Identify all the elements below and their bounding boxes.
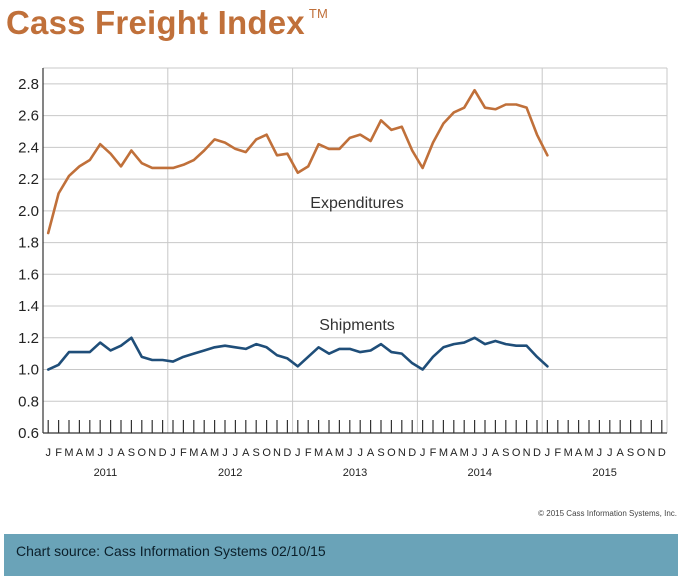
trademark-mark: TM xyxy=(308,6,329,21)
source-note: Chart source: Cass Information Systems 0… xyxy=(16,543,326,559)
month-label: J xyxy=(222,447,228,459)
month-label: D xyxy=(408,447,416,459)
month-label: M xyxy=(460,447,469,459)
y-tick-label: 2.0 xyxy=(18,203,39,220)
month-label: A xyxy=(450,447,458,459)
axis-layer xyxy=(42,68,667,434)
month-label: N xyxy=(647,447,655,459)
series-label-expenditures: Expenditures xyxy=(310,195,403,212)
month-label: N xyxy=(148,447,156,459)
year-label: 2014 xyxy=(468,467,492,479)
source-banner: Chart source: Cass Information Systems 0… xyxy=(4,534,678,576)
month-label: N xyxy=(273,447,281,459)
freight-index-chart: 0.60.81.01.21.41.61.82.02.22.42.62.8J F M A… xyxy=(18,67,668,479)
month-label: N xyxy=(398,447,406,459)
y-tick-label: 2.6 xyxy=(18,108,39,125)
month-label: A xyxy=(617,447,625,459)
y-tick-label: 2.4 xyxy=(18,139,39,156)
series-layer xyxy=(46,88,549,371)
month-label: M xyxy=(64,447,73,459)
y-tick-label: 2.8 xyxy=(18,76,39,93)
month-label: J xyxy=(482,447,488,459)
month-label: N xyxy=(523,447,531,459)
month-label: A xyxy=(117,447,125,459)
month-label: F xyxy=(180,447,187,459)
month-label: A xyxy=(367,447,375,459)
month-label: M xyxy=(584,447,593,459)
label-layer: 0.60.81.01.21.41.61.82.02.22.42.62.8J F M A… xyxy=(18,76,666,479)
year-label: 2012 xyxy=(218,467,242,479)
month-label: J xyxy=(295,447,301,459)
series-line-shipments xyxy=(46,336,549,371)
month-label: F xyxy=(430,447,437,459)
month-label: J xyxy=(233,447,239,459)
month-label: F xyxy=(55,447,62,459)
y-tick-label: 0.6 xyxy=(18,425,39,442)
month-label: J xyxy=(170,447,176,459)
month-label: O xyxy=(387,447,396,459)
chart-title: Cass Freight Index TM xyxy=(6,4,328,42)
month-label: S xyxy=(502,447,509,459)
month-label: A xyxy=(76,447,84,459)
month-label: J xyxy=(97,447,103,459)
month-label: O xyxy=(512,447,521,459)
month-label: J xyxy=(597,447,603,459)
month-label: M xyxy=(564,447,573,459)
series-label-shipments: Shipments xyxy=(319,317,395,334)
month-label: J xyxy=(108,447,114,459)
grid-layer xyxy=(42,67,668,433)
y-tick-label: 1.2 xyxy=(18,330,39,347)
month-label: S xyxy=(128,447,135,459)
month-label: A xyxy=(242,447,250,459)
y-tick-label: 2.2 xyxy=(18,171,39,188)
month-label: J xyxy=(420,447,426,459)
series-line-expenditures xyxy=(46,88,549,235)
month-label: J xyxy=(45,447,51,459)
month-label: S xyxy=(377,447,384,459)
month-label: S xyxy=(627,447,634,459)
month-label: A xyxy=(492,447,500,459)
month-label: A xyxy=(201,447,209,459)
month-label: M xyxy=(189,447,198,459)
y-tick-label: 1.0 xyxy=(18,362,39,379)
y-tick-label: 1.4 xyxy=(18,298,39,315)
month-label: J xyxy=(472,447,478,459)
year-label: 2011 xyxy=(94,467,118,479)
year-label: 2013 xyxy=(343,467,367,479)
month-label: S xyxy=(253,447,260,459)
month-label: D xyxy=(283,447,291,459)
month-label: M xyxy=(85,447,94,459)
month-label: A xyxy=(325,447,333,459)
y-tick-label: 0.8 xyxy=(18,393,39,410)
month-label: J xyxy=(607,447,613,459)
y-tick-label: 1.6 xyxy=(18,266,39,283)
month-label: M xyxy=(335,447,344,459)
y-tick-label: 1.8 xyxy=(18,235,39,252)
month-label: M xyxy=(210,447,219,459)
month-label: D xyxy=(159,447,167,459)
year-label: 2015 xyxy=(592,467,616,479)
month-label: J xyxy=(545,447,551,459)
month-label: J xyxy=(347,447,353,459)
copyright-note: © 2015 Cass Information Systems, Inc. xyxy=(538,509,677,518)
month-label: O xyxy=(637,447,646,459)
month-label: O xyxy=(138,447,147,459)
month-label: F xyxy=(554,447,561,459)
month-label: M xyxy=(439,447,448,459)
month-label: O xyxy=(262,447,271,459)
month-label: M xyxy=(314,447,323,459)
chart-title-text: Cass Freight Index xyxy=(6,4,305,41)
month-label: F xyxy=(305,447,312,459)
month-label: D xyxy=(658,447,666,459)
month-label: D xyxy=(533,447,541,459)
month-label: J xyxy=(357,447,363,459)
month-label: A xyxy=(575,447,583,459)
